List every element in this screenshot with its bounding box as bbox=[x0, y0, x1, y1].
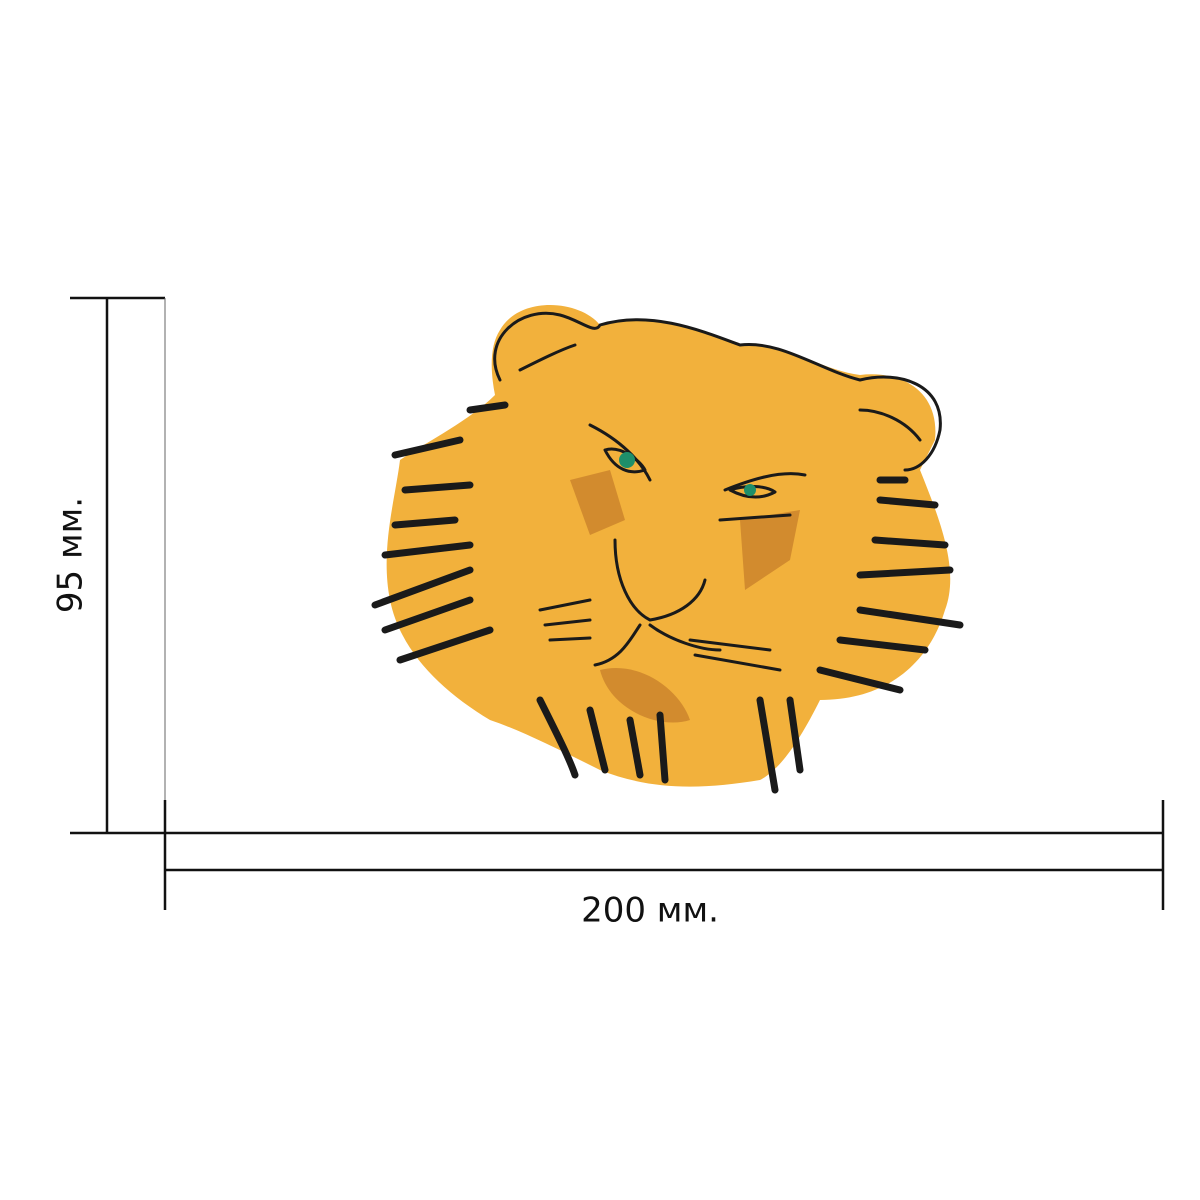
lion-illustration bbox=[371, 305, 964, 794]
height-dimension bbox=[70, 296, 166, 835]
width-label: 200 мм. bbox=[581, 891, 719, 931]
height-label: 95 мм. bbox=[51, 497, 91, 613]
width-dimension bbox=[163, 800, 1165, 910]
mane-strokes bbox=[371, 401, 964, 794]
face-lines bbox=[493, 311, 942, 672]
